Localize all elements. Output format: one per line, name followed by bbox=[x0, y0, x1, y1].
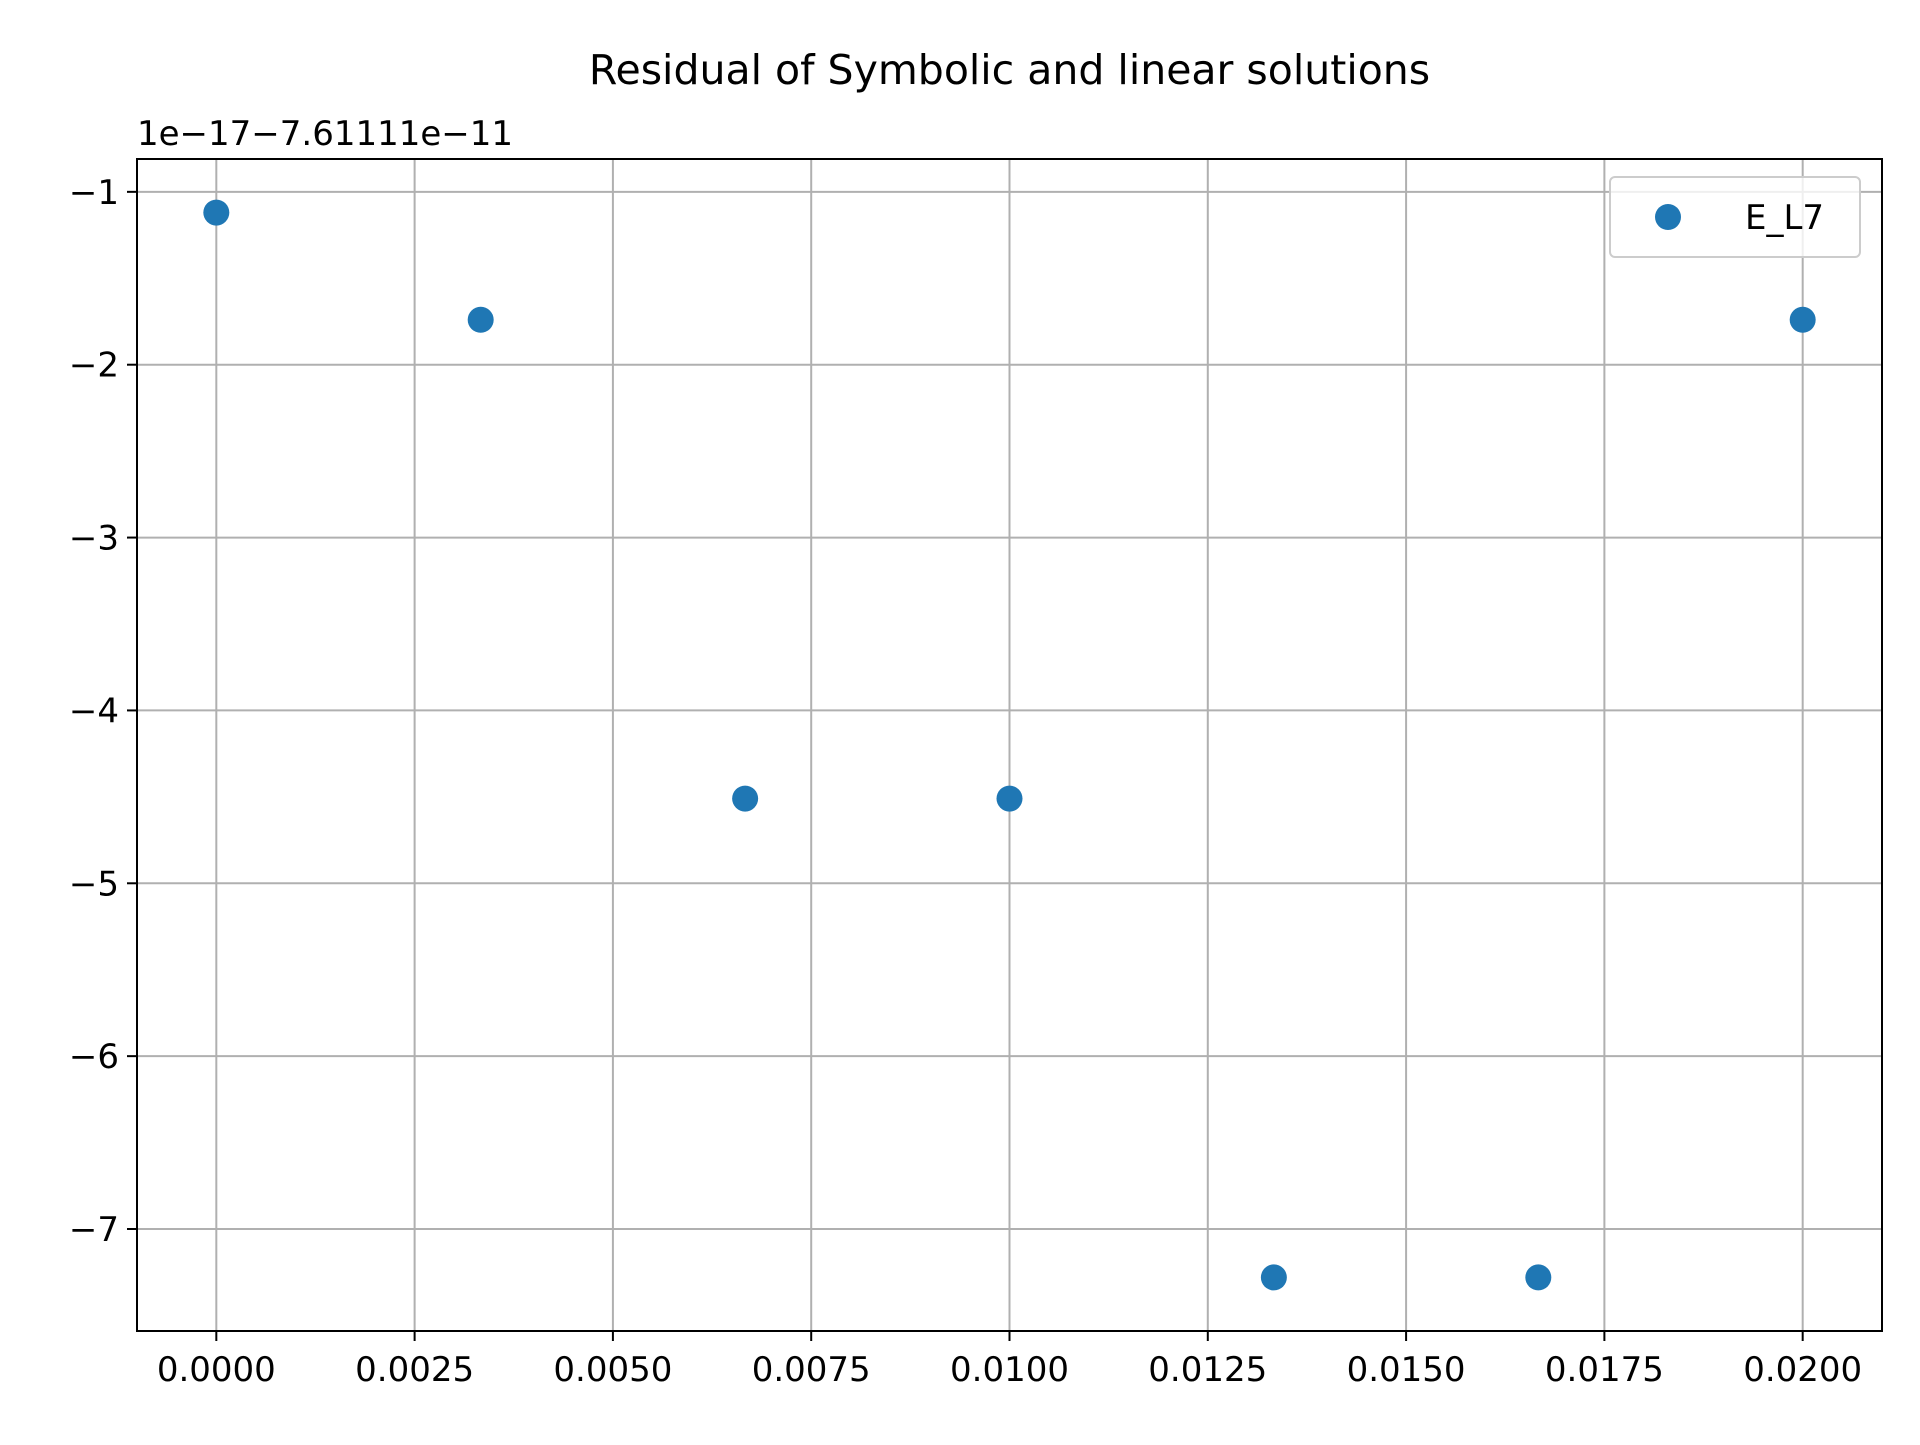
x-tick-label: 0.0050 bbox=[553, 1350, 672, 1390]
x-tick-label: 0.0000 bbox=[157, 1350, 276, 1390]
data-point bbox=[1525, 1264, 1552, 1291]
legend: E_L7 bbox=[1609, 176, 1861, 258]
plot-area-frame bbox=[136, 158, 1883, 1332]
x-tick-label: 0.0100 bbox=[950, 1350, 1069, 1390]
y-tick-label: −6 bbox=[69, 1037, 119, 1077]
x-tick-label: 0.0025 bbox=[355, 1350, 474, 1390]
x-tick-label: 0.0175 bbox=[1545, 1350, 1664, 1390]
x-tick-label: 0.0075 bbox=[752, 1350, 871, 1390]
data-point bbox=[467, 306, 494, 333]
x-tick-label: 0.0200 bbox=[1743, 1350, 1862, 1390]
y-tick-label: −1 bbox=[69, 173, 119, 213]
data-point bbox=[996, 785, 1023, 812]
y-tick-label: −3 bbox=[69, 519, 119, 559]
y-tick-label: −5 bbox=[69, 864, 119, 904]
legend-label-e-l7: E_L7 bbox=[1745, 198, 1824, 238]
chart-title: Residual of Symbolic and linear solution… bbox=[589, 46, 1430, 94]
data-point bbox=[203, 199, 230, 226]
data-points bbox=[203, 199, 1816, 1291]
legend-marker-e-l7 bbox=[1655, 204, 1681, 230]
axis-ticks: 0.0000 0.0025 0.0050 0.0075 0.0100 0.0125 0.01… bbox=[69, 173, 1862, 1390]
data-point bbox=[1260, 1264, 1287, 1291]
grid-lines bbox=[137, 159, 1882, 1331]
y-tick-label: −4 bbox=[69, 691, 119, 731]
x-tick-label: 0.0125 bbox=[1148, 1350, 1267, 1390]
x-tick-label: 0.0150 bbox=[1347, 1350, 1466, 1390]
y-axis-offset-text: 1e−17−7.61111e−11 bbox=[137, 114, 513, 154]
y-tick-label: −2 bbox=[69, 346, 119, 386]
data-point bbox=[732, 785, 759, 812]
y-tick-label: −7 bbox=[69, 1210, 119, 1250]
legend-box bbox=[1609, 176, 1861, 258]
data-point bbox=[1789, 306, 1816, 333]
